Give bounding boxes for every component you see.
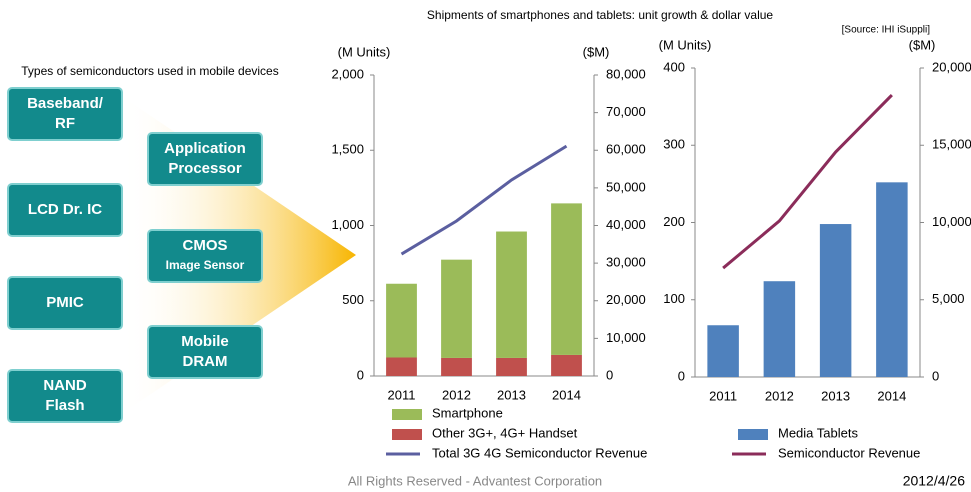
y2-tick-label: 10,000 — [606, 330, 646, 345]
y2-tick-label: 20,000 — [932, 59, 971, 74]
y2-tick-label: 15,000 — [932, 137, 971, 152]
y-tick-label: 1,500 — [331, 142, 364, 157]
box-label: LCD Dr. IC — [28, 201, 102, 218]
legend-label: Semiconductor Revenue — [778, 445, 920, 460]
y2-tick-label: 0 — [606, 367, 613, 382]
x-tick-label: 2011 — [709, 388, 737, 403]
y-axis-label: (M Units) — [338, 44, 391, 59]
y2-axis-label: ($M) — [583, 44, 610, 59]
line-series — [400, 144, 568, 256]
bar — [441, 357, 472, 376]
x-tick-label: 2011 — [388, 387, 416, 402]
y2-tick-label: 40,000 — [606, 217, 646, 232]
y2-tick-label: 70,000 — [606, 104, 646, 119]
y-tick-label: 100 — [663, 291, 685, 306]
slide-title: Shipments of smartphones and tablets: un… — [427, 8, 774, 22]
box-label: Application — [164, 140, 246, 157]
legend-label: Media Tablets — [778, 425, 858, 440]
y-tick-label: 500 — [342, 292, 364, 307]
date: 2012/4/26 — [903, 473, 965, 489]
y2-tick-label: 50,000 — [606, 179, 646, 194]
y2-tick-label: 60,000 — [606, 142, 646, 157]
legend-swatch — [738, 429, 768, 440]
bar — [386, 283, 417, 358]
x-tick-label: 2014 — [552, 387, 581, 402]
y2-tick-label: 20,000 — [606, 292, 646, 307]
copyright: All Rights Reserved - Advantest Corporat… — [348, 473, 602, 488]
semiconductor-box — [147, 229, 263, 283]
box-label: RF — [55, 115, 75, 132]
y-tick-label: 0 — [678, 368, 685, 383]
y2-tick-label: 30,000 — [606, 255, 646, 270]
bar — [551, 354, 582, 376]
bar — [763, 281, 796, 377]
semiconductor-box — [7, 276, 123, 330]
x-tick-label: 2014 — [877, 388, 906, 403]
x-tick-label: 2013 — [821, 388, 850, 403]
y-tick-label: 400 — [663, 59, 685, 74]
semiconductor-box — [7, 183, 123, 237]
bar — [441, 259, 472, 358]
y-tick-label: 300 — [663, 137, 685, 152]
bar — [386, 357, 417, 376]
legend-swatch — [392, 409, 422, 420]
bar — [496, 231, 527, 358]
x-tick-label: 2012 — [442, 387, 471, 402]
legend-label: Total 3G 4G Semiconductor Revenue — [432, 445, 647, 460]
y-axis-label: (M Units) — [659, 37, 712, 52]
box-label: PMIC — [46, 294, 84, 311]
box-label: CMOS — [183, 237, 228, 254]
y2-tick-label: 80,000 — [606, 66, 646, 81]
box-label: Image Sensor — [166, 258, 245, 272]
y-tick-label: 2,000 — [331, 66, 364, 81]
y-tick-label: 1,000 — [331, 217, 364, 232]
x-tick-label: 2013 — [497, 387, 526, 402]
y2-tick-label: 0 — [932, 368, 939, 383]
line-series — [722, 93, 893, 270]
semiconductor-box — [7, 87, 123, 141]
bar — [496, 357, 527, 376]
legend-label: Smartphone — [432, 405, 503, 420]
y2-tick-label: 5,000 — [932, 291, 965, 306]
box-label: NAND — [43, 377, 86, 394]
source: [Source: IHI iSuppli] — [842, 25, 931, 36]
legend-swatch — [392, 429, 422, 440]
semiconductor-box — [7, 369, 123, 423]
bar — [819, 224, 852, 377]
box-label: DRAM — [183, 353, 228, 370]
y-tick-label: 0 — [357, 367, 364, 382]
semiconductor-box — [147, 325, 263, 379]
diagram-title: Types of semiconductors used in mobile d… — [21, 64, 278, 78]
y-tick-label: 200 — [663, 214, 685, 229]
box-label: Processor — [168, 160, 242, 177]
bar — [551, 203, 582, 355]
box-label: Flash — [45, 397, 84, 414]
box-label: Baseband/ — [27, 95, 104, 112]
y2-axis-label: ($M) — [909, 37, 936, 52]
semiconductor-box — [147, 132, 263, 186]
x-tick-label: 2012 — [765, 388, 794, 403]
bar — [876, 182, 908, 377]
bar — [707, 325, 739, 377]
y2-tick-label: 10,000 — [932, 214, 971, 229]
box-label: Mobile — [181, 333, 229, 350]
legend-label: Other 3G+, 4G+ Handset — [432, 425, 578, 440]
